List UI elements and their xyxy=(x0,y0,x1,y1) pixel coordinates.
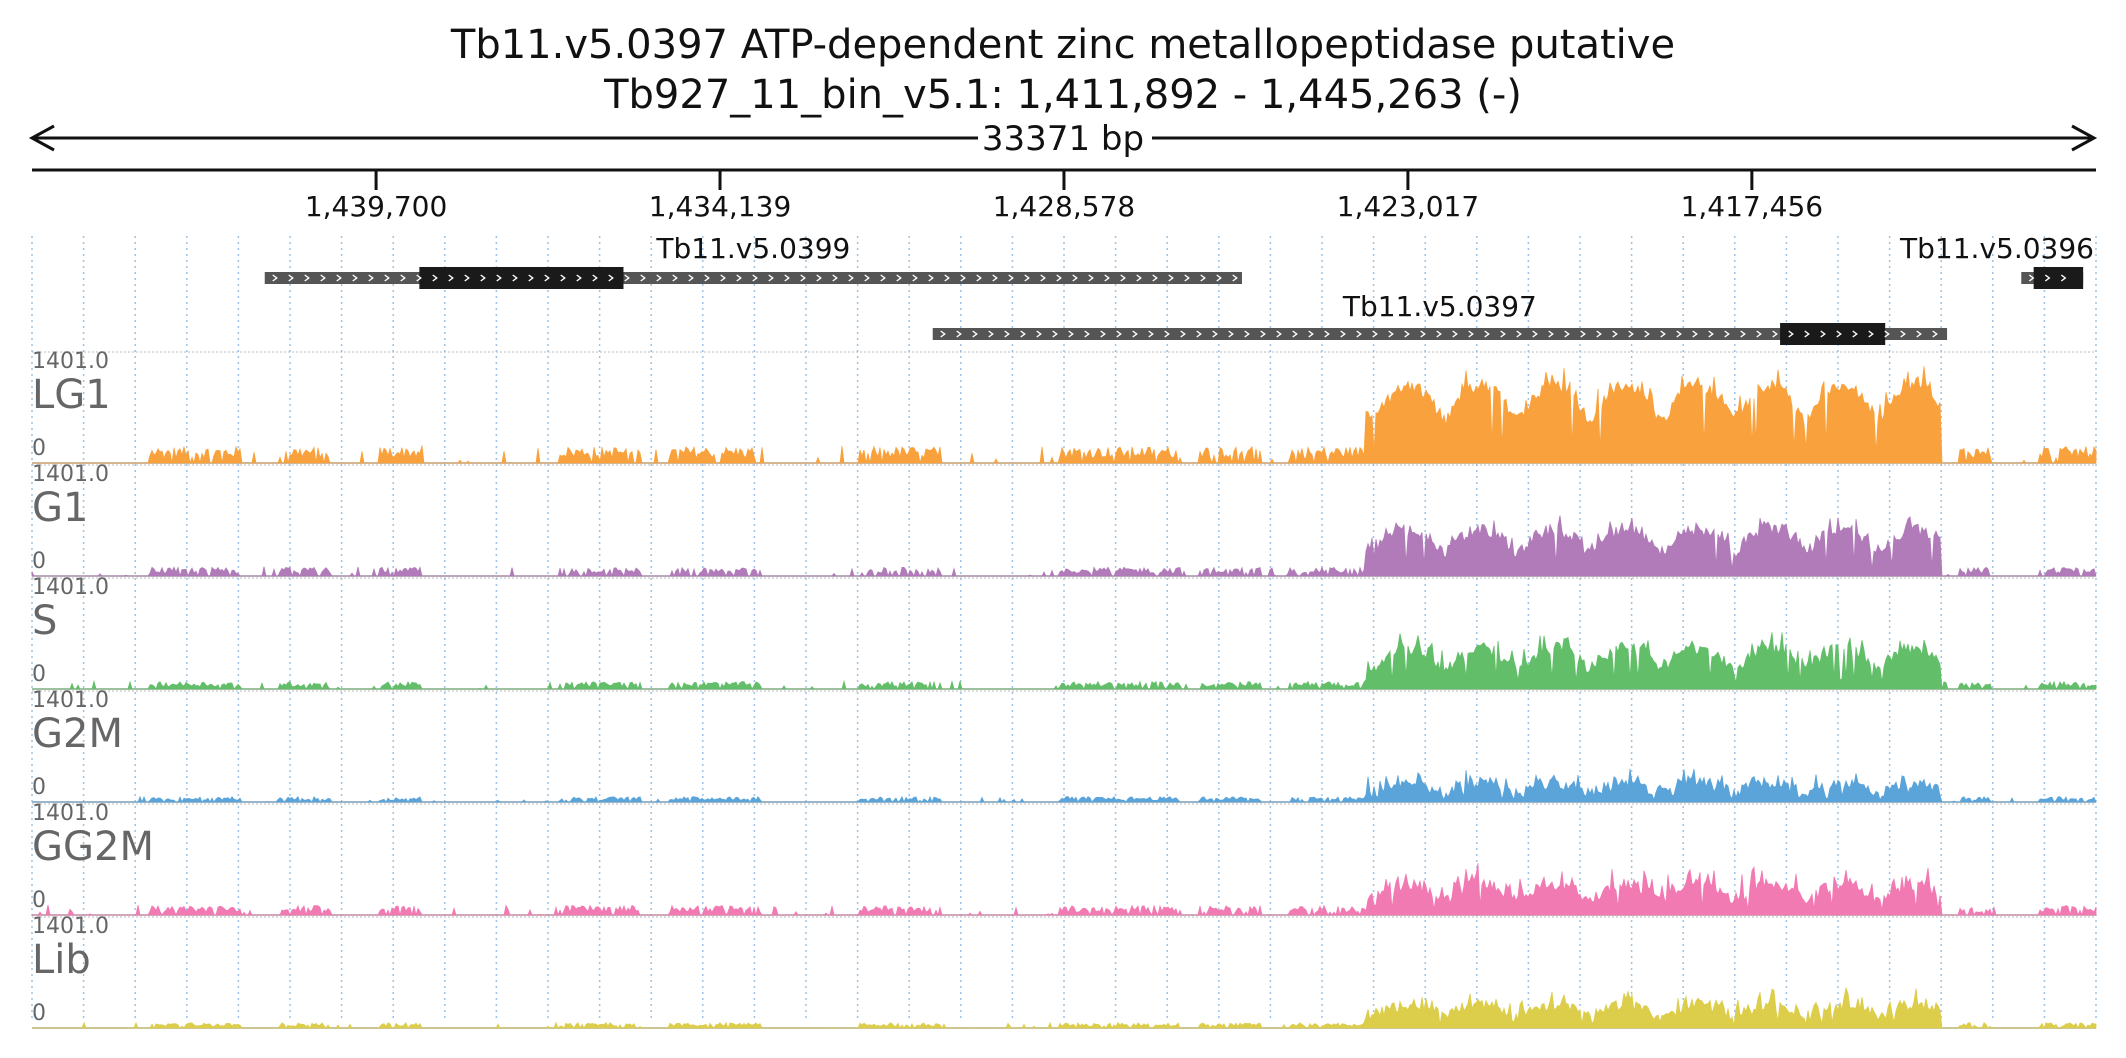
ruler-tick-label: 1,428,578 xyxy=(993,190,1136,223)
ruler-tick-label: 1,439,700 xyxy=(305,190,448,223)
coverage-area-gg2m xyxy=(32,863,2097,917)
coverage-area-s xyxy=(32,632,2097,691)
track-yzero-label: 0 xyxy=(32,436,46,461)
gene-feature[interactable]: Tb11.v5.0399 xyxy=(264,232,1242,289)
track-name-label: G1 xyxy=(32,485,88,531)
span-arrowhead-left xyxy=(28,124,55,152)
gene-feature[interactable]: Tb11.v5.0396 xyxy=(1899,232,2094,289)
track-name-label: Lib xyxy=(32,937,91,983)
strand-chevrons xyxy=(940,330,1938,338)
span-indicator: 33371 bp xyxy=(28,119,2098,159)
track-name-label: GG2M xyxy=(32,824,154,870)
track-ymax-label: 1401.0 xyxy=(32,575,109,600)
coverage-track-g1: 1401.0G1 0 xyxy=(31,462,2097,578)
track-ymax-label: 1401.0 xyxy=(32,688,109,713)
gene-label: Tb11.v5.0399 xyxy=(655,232,850,265)
track-ymax-label: 1401.0 xyxy=(32,914,109,939)
gene-cds-bar xyxy=(419,267,624,289)
track-name-label: LG1 xyxy=(32,372,111,418)
ruler-tick-label: 1,417,456 xyxy=(1681,190,1824,223)
track-yzero-label: 0 xyxy=(32,888,46,913)
gene-utr-bar xyxy=(264,272,1242,284)
gene-label: Tb11.v5.0396 xyxy=(1899,232,2094,265)
coverage-tracks: 1401.0LG101401.0G101401.0S01401.0G2M0140… xyxy=(31,349,2097,1030)
track-yzero-label: 0 xyxy=(32,549,46,574)
track-ymax-label: 1401.0 xyxy=(32,801,109,826)
chart-subtitle: Tb927_11_bin_v5.1: 1,411,892 - 1,445,263… xyxy=(603,72,1522,118)
coverage-area-lg1 xyxy=(32,366,2097,465)
coverage-area-g2m xyxy=(32,768,2097,804)
span-label: 33371 bp xyxy=(982,119,1144,159)
strand-chevrons xyxy=(2028,274,2067,282)
track-name-label: S xyxy=(32,598,57,644)
ruler-tick-label: 1,423,017 xyxy=(1337,190,1480,223)
span-arrowhead-right xyxy=(2071,124,2098,152)
position-ruler: 1,439,700 1,434,139 1,428,578 1,423,017 1,41… xyxy=(32,168,2096,223)
gene-label: Tb11.v5.0397 xyxy=(1342,290,1537,323)
coverage-track-s: 1401.0S 0 xyxy=(32,575,2097,691)
track-yzero-label: 0 xyxy=(32,1001,46,1026)
track-ymax-label: 1401.0 xyxy=(32,349,109,374)
coverage-area-lib xyxy=(32,986,2097,1030)
track-yzero-label: 0 xyxy=(32,662,46,687)
gene-feature[interactable]: Tb11.v5.0397 xyxy=(932,290,1948,345)
gene-annotation-track: Tb11.v5.0399 Tb11.v5.0397 Tb11.v5.0396 xyxy=(264,232,2094,345)
gene-cds-bar xyxy=(2033,267,2084,289)
ruler-tick-label: 1,434,139 xyxy=(649,190,792,223)
track-ymax-label: 1401.0 xyxy=(32,462,109,487)
coverage-area-g1 xyxy=(31,515,2097,578)
strand-chevrons xyxy=(272,274,1238,282)
chart-title: Tb11.v5.0397 ATP-dependent zinc metallop… xyxy=(450,22,1675,68)
grid-lines xyxy=(31,236,2097,1020)
track-yzero-label: 0 xyxy=(32,775,46,800)
gene-cds-bar xyxy=(1780,323,1886,345)
track-name-label: G2M xyxy=(32,711,123,757)
